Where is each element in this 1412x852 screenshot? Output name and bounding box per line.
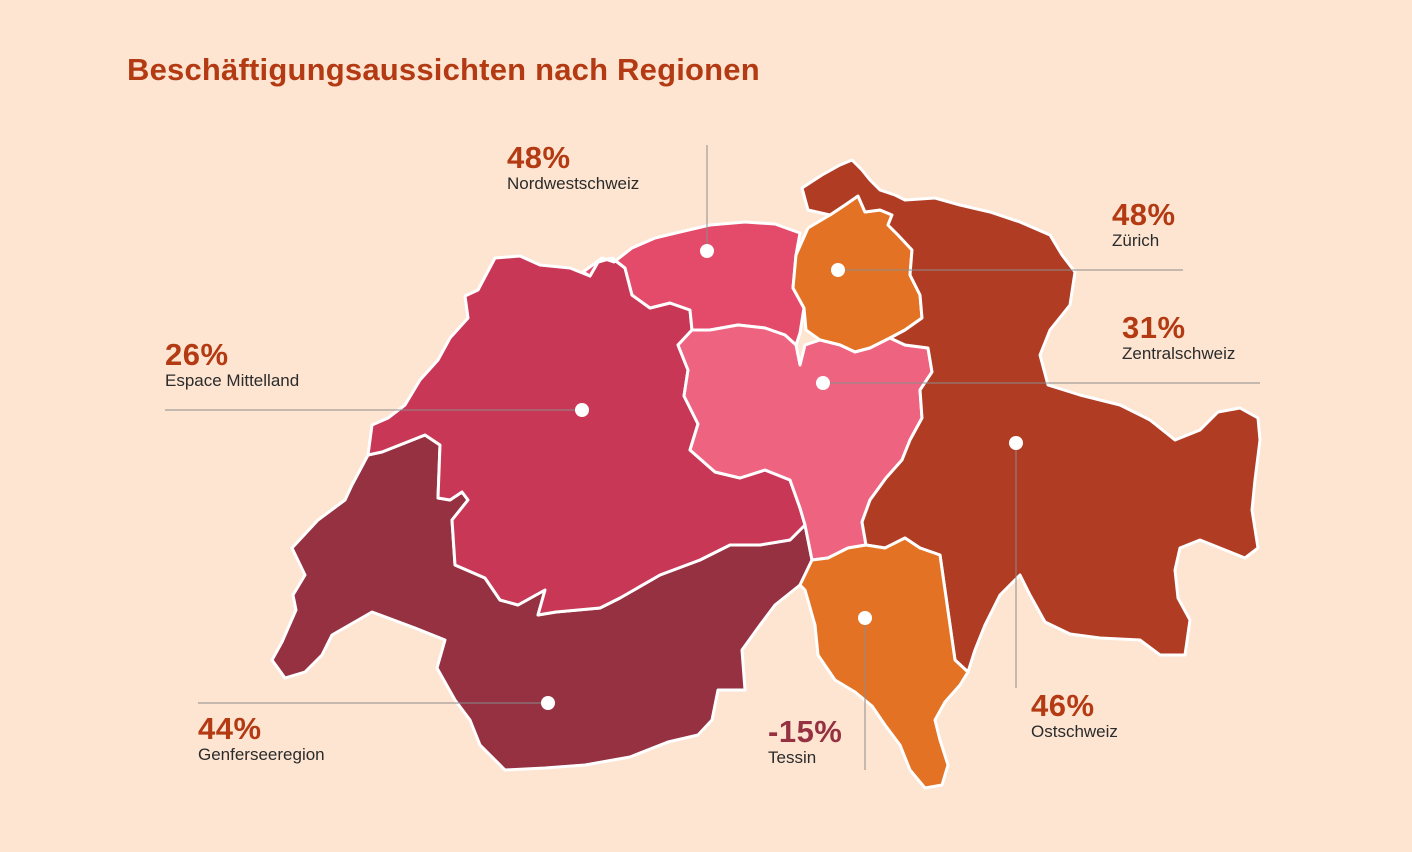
name-nordwestschweiz: Nordwestschweiz: [507, 174, 640, 193]
marker-dot-genferseeregion[interactable]: [541, 696, 555, 710]
marker-dot-zentralschweiz[interactable]: [816, 376, 830, 390]
label-tessin: -15% Tessin: [768, 716, 842, 768]
label-nordwestschweiz: 48% Nordwestschweiz: [507, 142, 639, 194]
label-genferseeregion: 44% Genferseeregion: [198, 713, 325, 765]
value-zuerich: 48%: [1112, 197, 1176, 232]
label-ostschweiz: 46% Ostschweiz: [1031, 690, 1118, 742]
label-espace-mittelland: 26% Espace Mittelland: [165, 339, 299, 391]
value-espace-mittelland: 26%: [165, 337, 229, 372]
name-zentralschweiz: Zentralschweiz: [1122, 344, 1236, 363]
name-espace-mittelland: Espace Mittelland: [165, 371, 300, 390]
value-nordwestschweiz: 48%: [507, 140, 571, 175]
name-ostschweiz: Ostschweiz: [1031, 722, 1118, 741]
label-zentralschweiz: 31% Zentralschweiz: [1122, 312, 1235, 364]
map-title: Beschäftigungsaussichten nach Regionen: [127, 52, 760, 87]
value-ostschweiz: 46%: [1031, 688, 1095, 723]
name-zuerich: Zürich: [1112, 231, 1160, 250]
marker-dot-espace-mittelland[interactable]: [575, 403, 589, 417]
marker-dot-zuerich[interactable]: [831, 263, 845, 277]
value-tessin: -15%: [768, 714, 843, 749]
name-tessin: Tessin: [768, 748, 817, 767]
region-tessin[interactable]: [798, 536, 970, 790]
value-genferseeregion: 44%: [198, 711, 262, 746]
label-zuerich: 48% Zürich: [1112, 199, 1176, 251]
value-zentralschweiz: 31%: [1122, 310, 1186, 345]
marker-dot-nordwestschweiz[interactable]: [700, 244, 714, 258]
marker-dot-tessin[interactable]: [858, 611, 872, 625]
name-genferseeregion: Genferseeregion: [198, 745, 325, 764]
marker-dot-ostschweiz[interactable]: [1009, 436, 1023, 450]
